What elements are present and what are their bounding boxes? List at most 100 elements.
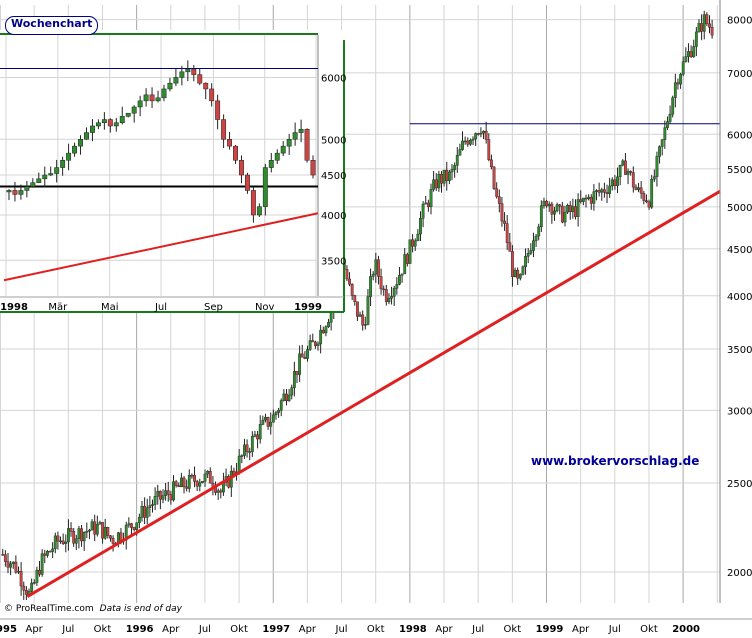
x-tick-label: 1998 xyxy=(399,624,427,635)
inset-candle-body xyxy=(89,125,95,133)
candle-body xyxy=(316,343,320,346)
inset-support-trendline xyxy=(3,212,319,282)
candle-body xyxy=(161,495,165,500)
candle-body xyxy=(258,424,262,440)
x-tick-label: 1996 xyxy=(126,624,154,635)
x-tick-label: 1999 xyxy=(536,624,564,635)
candle-body xyxy=(145,507,149,518)
inset-x-tick-label: 1998 xyxy=(0,302,28,313)
candle-body xyxy=(143,506,147,518)
candle-body xyxy=(555,204,559,212)
y-tick-label: 4000 xyxy=(727,292,752,303)
candle-body xyxy=(64,541,68,544)
inset-candle-body xyxy=(113,122,119,127)
candle-body xyxy=(487,139,491,161)
inset-candle-body xyxy=(244,174,250,191)
candle-body xyxy=(387,298,391,302)
y-tick-label: 3000 xyxy=(727,406,752,417)
candle-body xyxy=(248,451,252,453)
x-tick-label: Apr xyxy=(25,624,43,635)
candle-body xyxy=(432,179,436,190)
candle-body xyxy=(201,481,204,483)
candle-body xyxy=(198,482,202,487)
inset-candle-body xyxy=(95,122,101,127)
candle-body xyxy=(479,132,483,135)
inset-candle-body xyxy=(42,174,48,180)
candle-body xyxy=(327,321,330,327)
candle-body xyxy=(277,410,281,413)
candle-body xyxy=(592,191,596,204)
candle-body xyxy=(458,149,462,156)
y-tick-label: 7000 xyxy=(727,69,752,80)
candle-body xyxy=(700,23,704,32)
y-tick-label: 8000 xyxy=(727,16,752,27)
candle-body xyxy=(53,535,57,550)
candle-body xyxy=(610,179,614,187)
candle-body xyxy=(684,56,688,62)
candle-body xyxy=(524,256,527,267)
candle-body xyxy=(348,278,351,285)
candle-body xyxy=(679,74,682,85)
candle-body xyxy=(574,206,577,217)
x-tick-label: Okt xyxy=(640,624,658,635)
candle-body xyxy=(392,288,396,297)
inset-x-tick-label: Sep xyxy=(204,302,223,313)
x-tick-label: Jul xyxy=(198,624,211,635)
inset-candle-body xyxy=(239,160,244,176)
candle-body xyxy=(208,470,212,484)
candle-body xyxy=(529,250,533,254)
candle-body xyxy=(185,486,189,489)
candle-body xyxy=(408,239,412,264)
candle-body xyxy=(43,553,47,556)
weekly-inset: 1998 Mär Mai Jul Sep Nov 1999 3500 4000 4500 5000 6… xyxy=(0,30,346,313)
inset-candle-body xyxy=(24,186,30,191)
candle-body xyxy=(503,220,506,224)
inset-candle-body xyxy=(48,173,54,176)
candle-body xyxy=(95,524,99,535)
x-tick-label: Jul xyxy=(61,624,74,635)
candle-body xyxy=(419,218,422,235)
candle-body xyxy=(174,481,178,486)
candle-body xyxy=(542,200,546,206)
inset-candle-body xyxy=(78,139,83,147)
inset-candle-body xyxy=(173,77,179,84)
candle-body xyxy=(67,528,70,543)
candle-body xyxy=(663,127,667,140)
candle-body xyxy=(650,179,654,208)
candle-body xyxy=(11,561,15,565)
candle-body xyxy=(545,200,548,207)
candle-body xyxy=(98,522,102,525)
candle-body xyxy=(30,582,34,592)
candle-body xyxy=(35,569,39,583)
candle-body xyxy=(279,400,283,411)
candle-body xyxy=(395,284,399,289)
candle-body xyxy=(219,490,223,493)
candle-body xyxy=(177,485,181,488)
candle-body xyxy=(673,82,677,98)
candle-body xyxy=(668,113,672,122)
inset-candle-body xyxy=(262,167,268,207)
candle-body xyxy=(639,187,643,194)
inset-candle-body xyxy=(179,71,185,78)
candle-body xyxy=(56,535,60,542)
candle-body xyxy=(400,273,404,276)
candle-body xyxy=(1,554,5,556)
candle-body xyxy=(374,259,378,275)
candle-body xyxy=(9,563,13,568)
candle-body xyxy=(369,276,372,297)
candle-body xyxy=(384,289,388,302)
candle-body xyxy=(476,133,480,135)
candle-body xyxy=(72,531,76,544)
candle-body xyxy=(532,240,535,251)
candle-body xyxy=(353,295,357,302)
candle-body xyxy=(313,341,317,346)
x-tick-label: 2000 xyxy=(672,624,700,635)
inset-candle-body xyxy=(286,139,292,147)
x-tick-label: Apr xyxy=(572,624,590,635)
candle-body xyxy=(605,192,609,194)
inset-candle-body xyxy=(304,129,310,161)
support-trendline xyxy=(26,189,721,598)
inset-candle-body xyxy=(84,132,89,140)
candle-body xyxy=(319,329,323,345)
